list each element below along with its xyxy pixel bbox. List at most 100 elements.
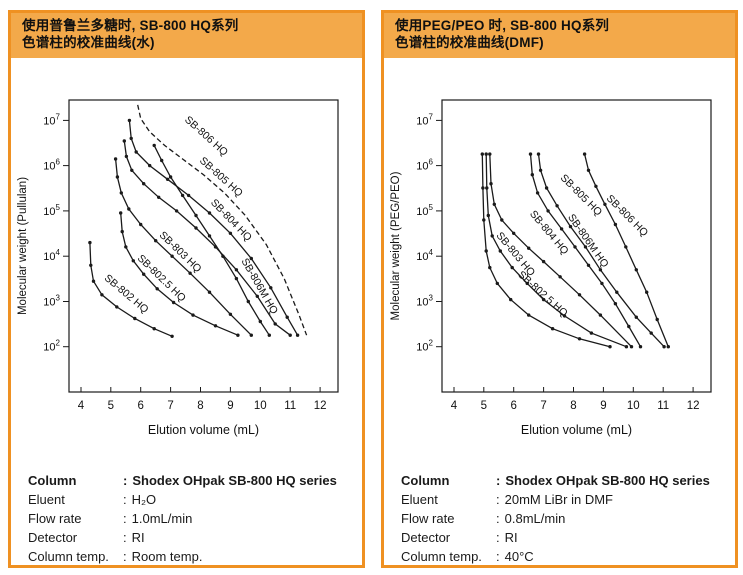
data-point xyxy=(120,229,124,234)
y-axis-title: Molecular weight (PEG/PEO) xyxy=(390,171,402,320)
panel-water: 使用普鲁兰多糖时, SB-800 HQ系列 色谱柱的校准曲线(水) 4 5 6 7 8 9… xyxy=(8,10,365,568)
data-point xyxy=(246,299,250,304)
data-point xyxy=(600,281,604,286)
data-point xyxy=(550,327,555,331)
curve-SB-806-HQ xyxy=(137,104,308,336)
specs-table-dmf: Column: Shodex OHpak SB-800 HQ series Elue… xyxy=(384,471,735,566)
data-point xyxy=(484,249,488,253)
panel-dmf-title-line2: 色谱柱的校准曲线(DMF) xyxy=(395,34,544,50)
data-point xyxy=(234,268,239,272)
x-tick-label: 9 xyxy=(227,400,233,412)
data-point xyxy=(88,240,92,245)
data-point xyxy=(174,209,179,213)
curve-label-SB-803-HQ: SB-803 HQ xyxy=(157,229,204,275)
data-point xyxy=(598,268,603,272)
data-point xyxy=(221,254,225,258)
spec-label: Flow rate xyxy=(28,511,82,526)
curve-SB-805-HQ xyxy=(128,120,299,336)
data-point xyxy=(495,281,499,286)
data-point xyxy=(541,297,546,302)
data-point xyxy=(535,191,540,195)
data-point xyxy=(236,333,240,337)
data-point xyxy=(624,245,628,249)
spec-value: 20mM LiBr in DMF xyxy=(504,492,613,507)
data-point xyxy=(582,152,587,156)
panel-water-title-line2: 色谱柱的校准曲线(水) xyxy=(22,34,155,50)
y-tick-label: 106 xyxy=(416,158,433,173)
data-point xyxy=(133,316,137,321)
x-tick-label: 8 xyxy=(197,400,203,412)
data-point xyxy=(157,195,161,199)
data-point xyxy=(629,345,634,349)
plot-frame xyxy=(68,99,339,393)
data-point xyxy=(191,313,195,317)
spec-value: Shodex OHpak SB-800 HQ series xyxy=(505,473,710,488)
y-tick-label: 104 xyxy=(416,248,433,263)
data-point xyxy=(613,302,618,306)
data-point xyxy=(249,256,253,261)
data-point xyxy=(624,345,629,349)
data-point xyxy=(130,168,134,172)
spec-row-column: Column: Shodex OHpak SB-800 HQ series xyxy=(28,471,354,490)
spec-row-eluent: Eluent:20mM LiBr in DMF xyxy=(401,490,727,509)
data-point xyxy=(498,249,502,253)
y-tick-label: 102 xyxy=(416,339,433,354)
spec-row-column-temp-: Column temp.:40°C xyxy=(401,547,727,566)
data-point xyxy=(154,239,158,243)
panel-water-title-line1: 使用普鲁兰多糖时, SB-800 HQ系列 xyxy=(22,18,239,33)
curve-SB-802.5-HQ xyxy=(120,212,239,336)
spec-row-flow-rate: Flow rate:0.8mL/min xyxy=(401,509,727,528)
data-point xyxy=(573,245,577,249)
y-tick-label: 106 xyxy=(43,158,60,173)
x-tick-label: 11 xyxy=(284,400,296,412)
y-tick-label: 103 xyxy=(43,294,60,309)
data-point xyxy=(586,263,591,267)
spec-value: 40°C xyxy=(504,549,534,564)
x-tick-label: 10 xyxy=(627,400,640,412)
y-tick-label: 105 xyxy=(43,203,60,218)
data-point xyxy=(528,152,533,156)
data-point xyxy=(267,333,271,337)
data-point xyxy=(207,211,212,215)
x-tick-label: 5 xyxy=(481,400,487,412)
data-point xyxy=(577,337,582,341)
data-point xyxy=(527,313,531,317)
data-point xyxy=(285,315,289,319)
spec-row-eluent: Eluent: H₂O xyxy=(28,490,354,509)
data-point xyxy=(131,259,135,263)
data-point xyxy=(165,177,170,181)
x-axis-title: Elution volume (mL) xyxy=(521,423,632,437)
data-point xyxy=(492,202,496,206)
data-point xyxy=(194,213,198,218)
spec-value: RI xyxy=(131,530,145,545)
data-point xyxy=(170,254,174,258)
curve-label-SB-806M-HQ: SB-806M HQ xyxy=(565,212,611,270)
data-point xyxy=(124,245,128,249)
curve-label-SB-805-HQ: SB-805 HQ xyxy=(558,172,604,218)
data-point xyxy=(228,312,233,316)
data-point xyxy=(124,154,129,159)
data-point xyxy=(258,319,262,324)
y-tick-label: 107 xyxy=(43,112,60,127)
x-tick-label: 7 xyxy=(167,400,173,412)
data-point xyxy=(119,191,124,195)
data-point xyxy=(568,224,573,229)
calibration-chart-dmf: 4 5 6 7 8 9 10 11 12 102 103 104 105 106 107 SB-802.5 H… xyxy=(384,62,735,465)
spec-label: Detector xyxy=(28,530,78,545)
data-point xyxy=(510,265,514,270)
curve-SB-806-HQ xyxy=(583,153,669,347)
data-point xyxy=(555,204,559,208)
y-tick-label: 104 xyxy=(43,248,60,263)
data-point xyxy=(139,222,143,227)
y-tick-label: 103 xyxy=(416,294,433,309)
spec-colon: : xyxy=(123,511,127,526)
data-point xyxy=(180,193,185,198)
data-point xyxy=(228,231,233,235)
data-point xyxy=(142,182,146,186)
spec-row-column-temp-: Column temp.: Room temp. xyxy=(28,547,354,566)
x-tick-label: 9 xyxy=(600,400,606,412)
y-tick-label: 102 xyxy=(43,339,60,354)
data-point xyxy=(615,290,619,294)
